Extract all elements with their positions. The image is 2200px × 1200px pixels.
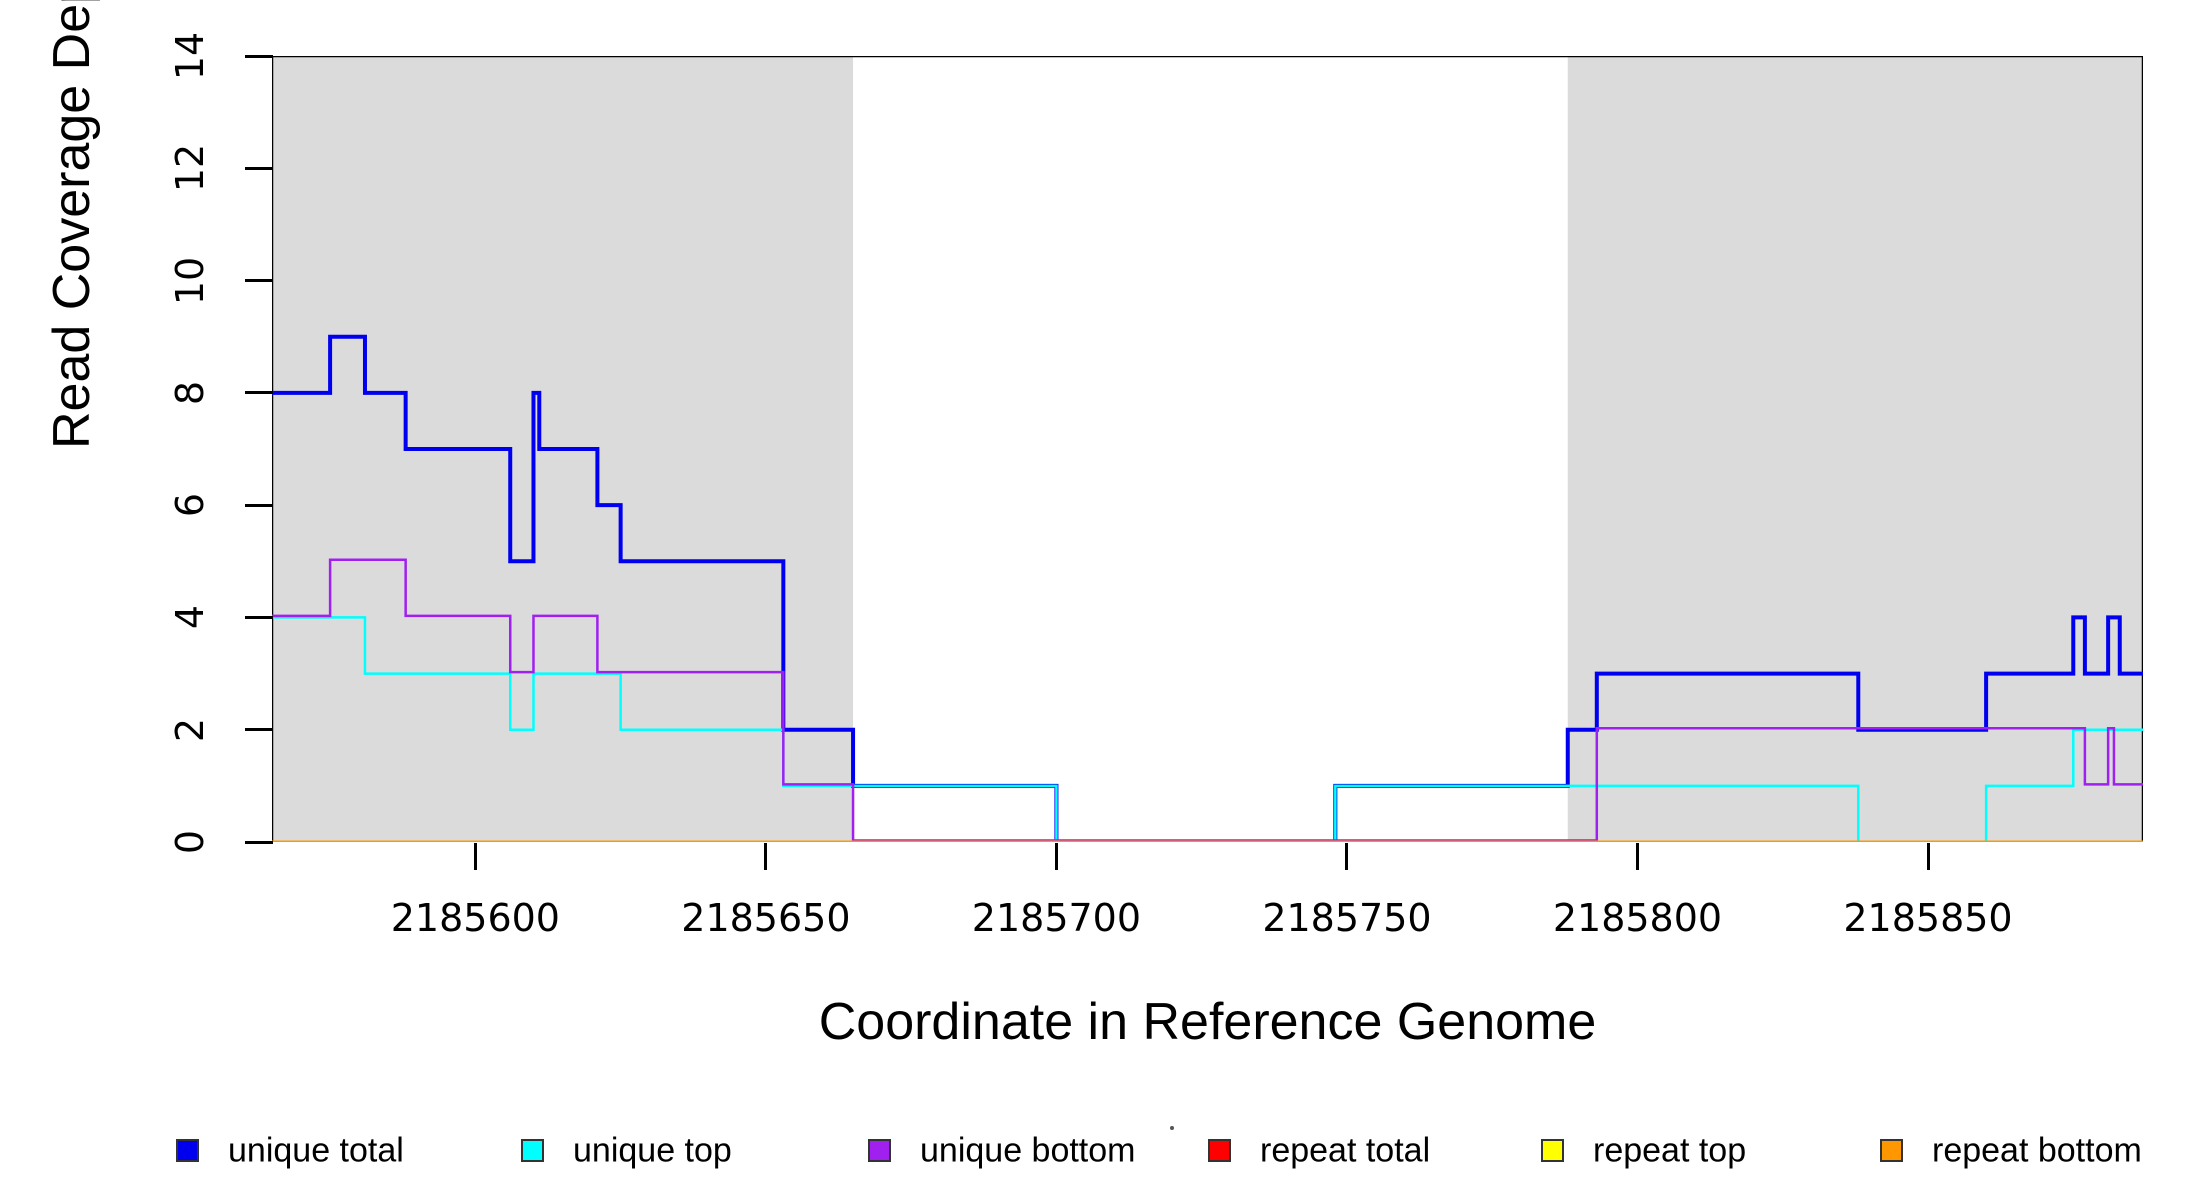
- y-tick-mark: [245, 840, 273, 844]
- legend-label: unique total: [228, 1131, 404, 1170]
- x-tick-mark: [1926, 843, 1930, 870]
- x-tick-label: 2185650: [681, 896, 851, 940]
- y-tick-mark: [245, 279, 273, 283]
- plot-canvas: [272, 56, 2143, 842]
- y-tick-mark: [245, 54, 273, 58]
- x-tick-label: 2185750: [1262, 896, 1432, 940]
- series-unique-bottom: [272, 558, 2143, 842]
- y-tick-label: 10: [168, 256, 212, 305]
- y-tick-label: 6: [168, 493, 212, 518]
- y-tick-label: 2: [168, 717, 212, 742]
- y-tick-label: 8: [168, 380, 212, 405]
- x-tick-label: 2185850: [1843, 896, 2013, 940]
- legend-label: repeat total: [1260, 1131, 1431, 1170]
- legend-label: repeat top: [1593, 1131, 1747, 1170]
- y-tick-mark: [245, 728, 273, 732]
- shaded-region: [1567, 56, 2143, 842]
- x-tick-mark: [1345, 843, 1349, 870]
- legend-swatch-icon: [1880, 1139, 1903, 1162]
- x-tick-label: 2185600: [390, 896, 560, 940]
- x-tick-mark: [764, 843, 768, 870]
- plot-area: [272, 56, 2143, 842]
- legend-swatch-icon: [1541, 1139, 1564, 1162]
- series-unique-top: [272, 616, 2143, 842]
- x-tick-label: 2185800: [1552, 896, 1723, 940]
- x-tick-mark: [1054, 843, 1058, 870]
- y-tick-mark: [245, 391, 273, 395]
- legend-swatch-icon: [1208, 1139, 1231, 1162]
- y-tick-label: 0: [168, 829, 212, 855]
- y-tick-mark: [245, 615, 273, 619]
- y-tick-label: 12: [168, 144, 212, 193]
- legend-label: unique bottom: [920, 1131, 1136, 1170]
- x-tick-label: 2185700: [971, 896, 1142, 940]
- legend-swatch-icon: [521, 1139, 544, 1162]
- legend-label: repeat bottom: [1932, 1131, 2142, 1170]
- stray-dot-artifact: [1170, 1126, 1174, 1130]
- legend-swatch-icon: [868, 1139, 891, 1162]
- x-axis-title: Coordinate in Reference Genome: [818, 993, 1597, 1051]
- y-tick-label: 14: [168, 31, 212, 81]
- legend-swatch-icon: [176, 1139, 199, 1162]
- y-tick-mark: [245, 503, 273, 507]
- legend-label: unique top: [573, 1131, 732, 1170]
- y-tick-label: 4: [168, 605, 212, 630]
- x-tick-mark: [473, 843, 477, 870]
- y-tick-mark: [245, 166, 273, 170]
- x-tick-mark: [1635, 843, 1639, 870]
